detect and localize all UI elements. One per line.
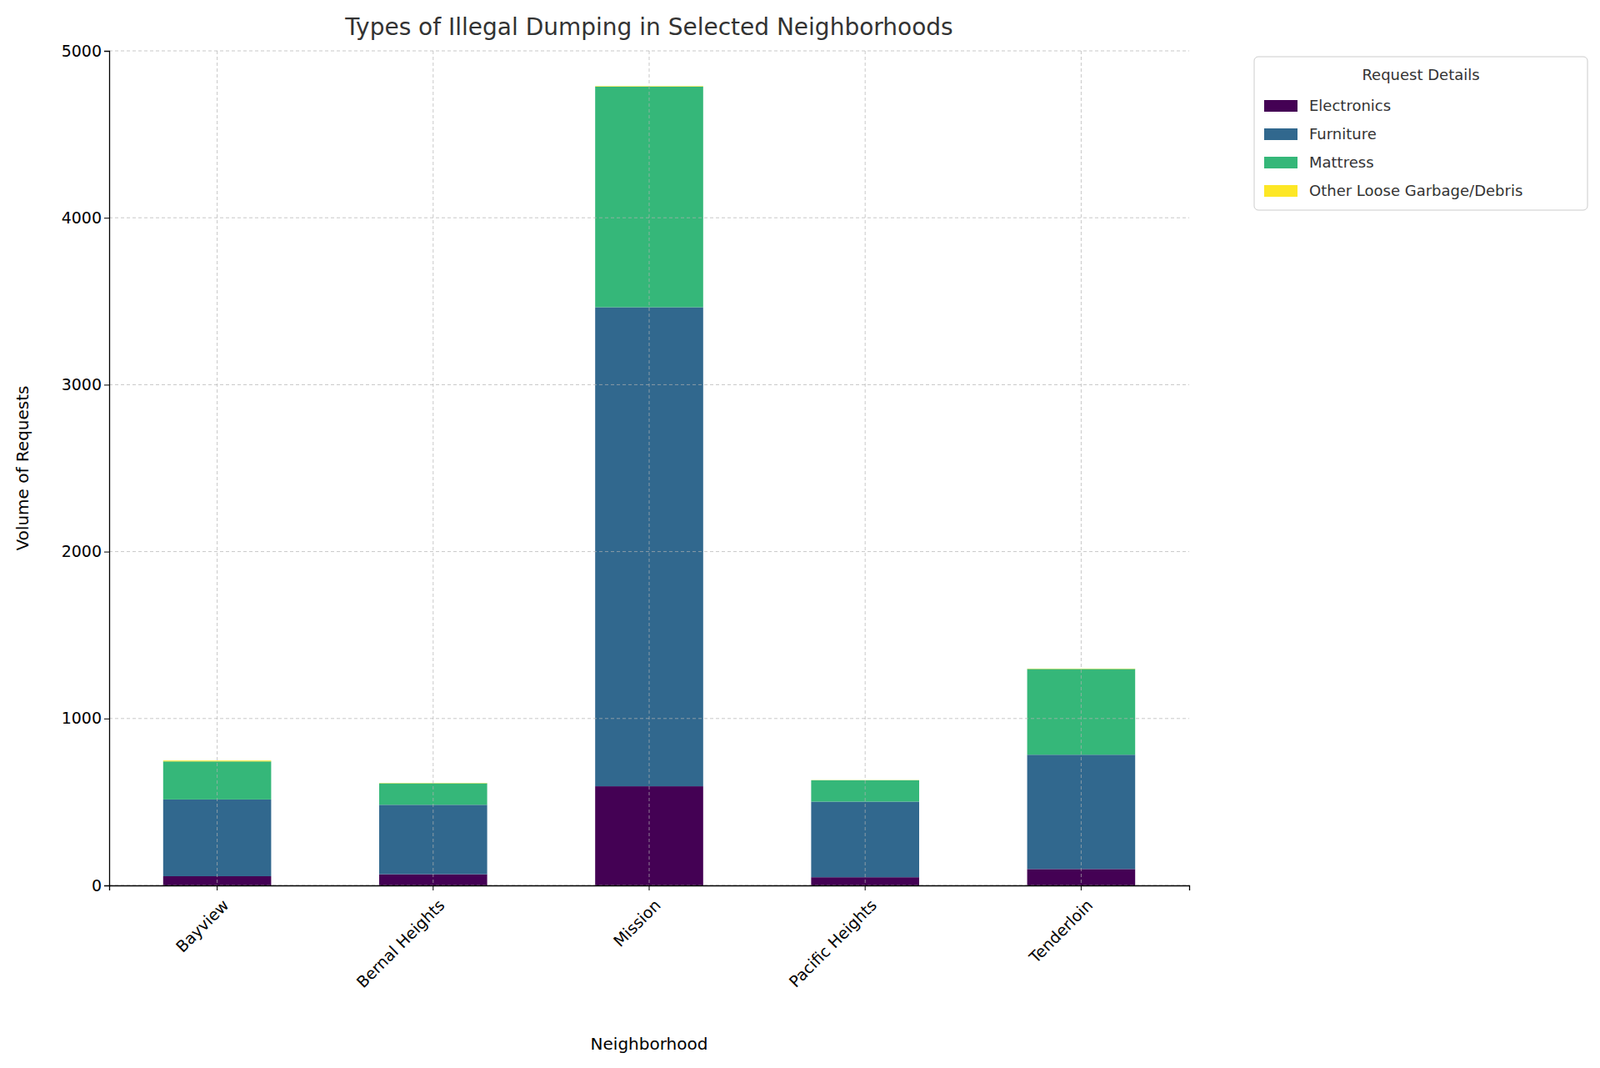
x-axis-title: Neighborhood (590, 1033, 709, 1054)
grid (109, 50, 1190, 885)
tick-label: 0 (91, 875, 102, 895)
title: Types of Illegal Dumping in Selected Nei… (344, 13, 953, 41)
tick-label: Pacific Heights (785, 895, 880, 990)
chart: 0 1000 2000 3000 4000 5000 Bayview Bernal Heigh… (0, 0, 1600, 1068)
axis-line (110, 885, 1190, 891)
grid-line (1080, 50, 1082, 885)
legend-swatch (1264, 185, 1298, 197)
tick-mark (104, 384, 110, 385)
bar-segment (1027, 868, 1136, 885)
tick-mark (865, 885, 866, 890)
legend-label: Electronics (1309, 96, 1391, 115)
grid-line (865, 50, 866, 885)
tick-label: Tenderloin (1025, 895, 1096, 966)
x-axis: Bayview Bernal Heights Mission Pacific Heig… (110, 885, 1190, 991)
tick-mark (432, 885, 434, 890)
legend-swatch (1264, 100, 1298, 112)
tick-label: 3000 (61, 375, 102, 394)
tick-label: Bernal Heights (352, 895, 448, 990)
tick-label: 2000 (61, 541, 102, 560)
tick-label: 5000 (61, 41, 102, 60)
tick-mark (104, 885, 110, 886)
tick: 3000 (61, 375, 110, 394)
legend-label: Furniture (1309, 125, 1377, 143)
axis-line (104, 51, 110, 886)
tick: Bayview (172, 885, 233, 955)
legend-swatch (1264, 156, 1298, 169)
tick-mark (104, 50, 110, 52)
y-axis-title: Volume of Requests (12, 385, 33, 550)
tick: 2000 (61, 541, 110, 560)
bar-segment (1027, 667, 1136, 669)
tick-mark (649, 885, 650, 890)
tick-label: Mission (610, 895, 665, 950)
grid-line (649, 50, 650, 885)
grid-line (109, 550, 1190, 552)
tick: Tenderloin (1025, 885, 1096, 967)
legend-box (1254, 56, 1588, 210)
legend-swatch (1264, 128, 1298, 140)
tick-mark (216, 885, 218, 890)
tick: Pacific Heights (785, 885, 880, 990)
tick: 0 (91, 875, 110, 895)
tick: 4000 (61, 208, 110, 227)
tick-label: 1000 (61, 708, 102, 727)
grid-line (216, 50, 218, 885)
tick-mark (104, 551, 110, 553)
tick-mark (104, 718, 110, 720)
legend-label: Other Loose Garbage/Debris (1309, 181, 1523, 200)
bar-segment (163, 760, 272, 761)
y-axis: 0 1000 2000 3000 4000 5000 (61, 41, 110, 895)
tick: Bernal Heights (352, 885, 448, 991)
tick-label: 4000 (61, 208, 102, 227)
plot: 0 1000 2000 3000 4000 5000 Bayview Bernal Heigh… (61, 41, 1190, 991)
tick: 1000 (61, 708, 110, 727)
legend: Request Details Electronics Furniture Mattr… (1254, 56, 1588, 210)
grid-line (432, 50, 434, 885)
legend-title: Request Details (1361, 65, 1480, 84)
tick: 5000 (61, 41, 110, 60)
tick: Mission (610, 885, 665, 950)
tick-mark (104, 217, 110, 219)
tick-mark (1080, 885, 1082, 890)
tick-label: Bayview (172, 895, 233, 955)
legend-label: Mattress (1309, 153, 1375, 171)
